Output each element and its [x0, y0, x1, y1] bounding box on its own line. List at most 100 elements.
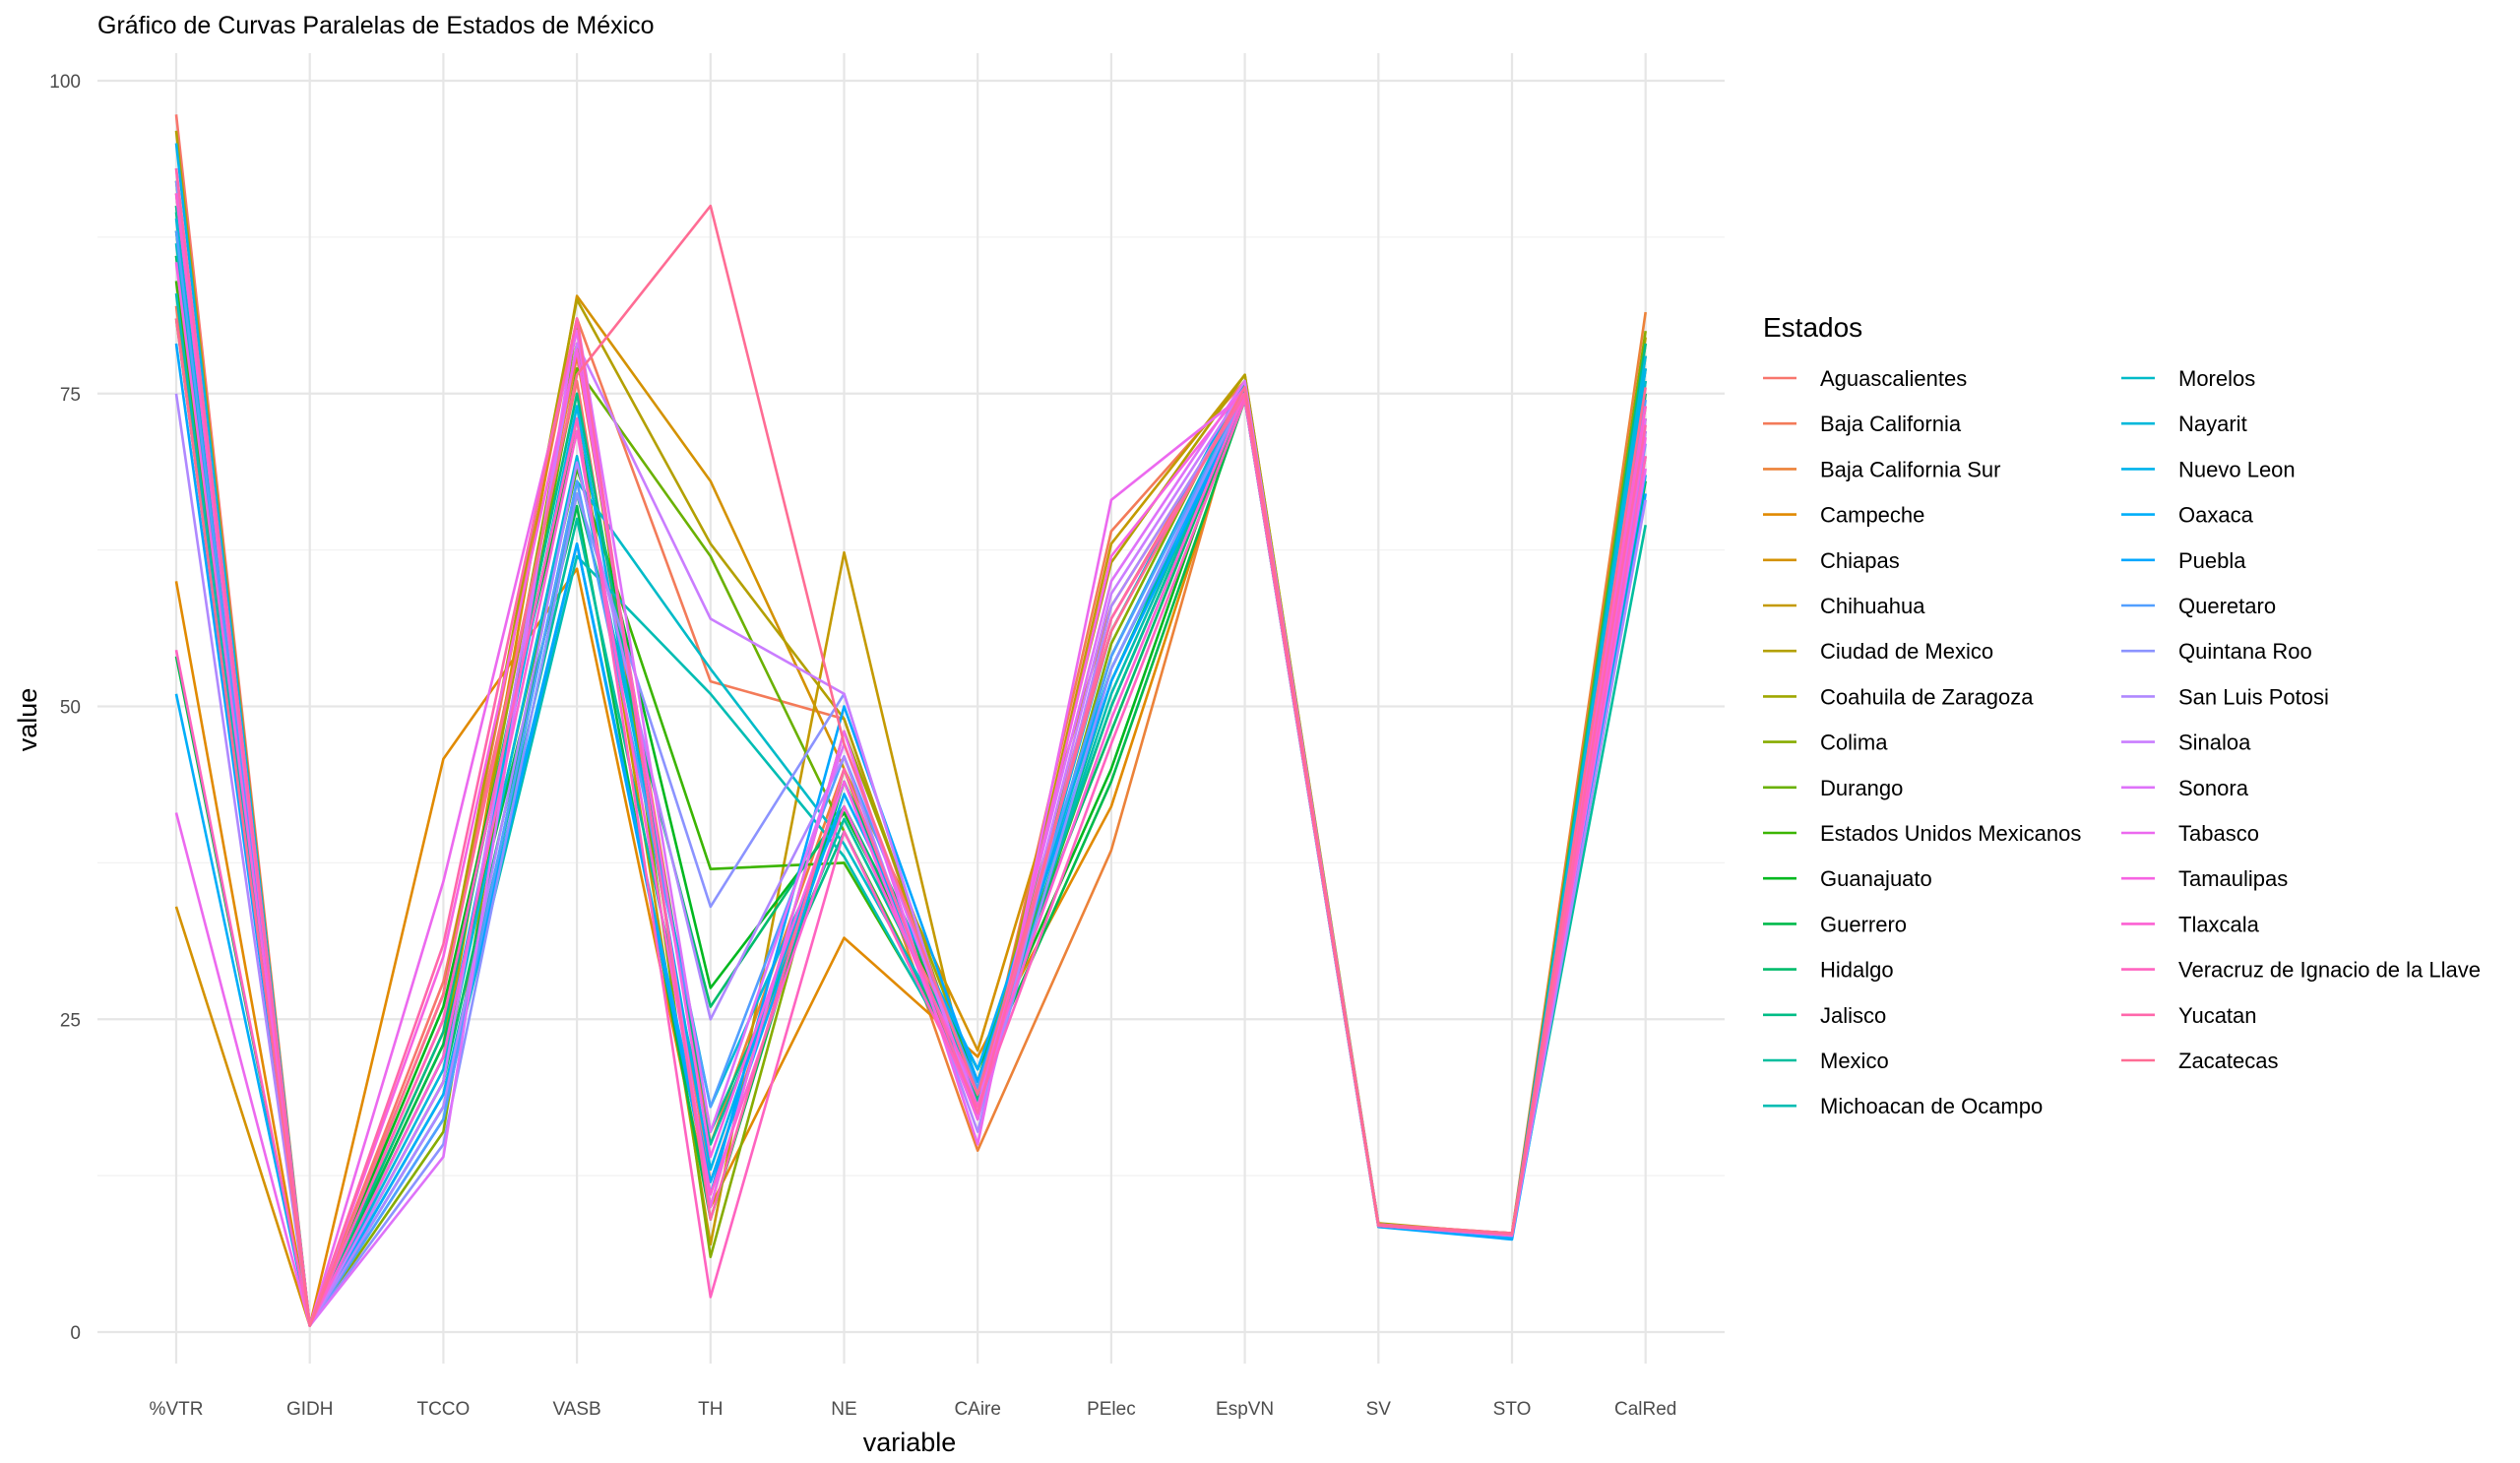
- legend-label: Queretaro: [2178, 594, 2276, 618]
- legend-label: Sinaloa: [2178, 731, 2251, 755]
- y-tick-label: 25: [60, 1010, 81, 1031]
- x-axis-title: variable: [863, 1428, 957, 1457]
- series-line: [174, 204, 1647, 1327]
- legend-item: Estados Unidos Mexicanos: [1763, 821, 2081, 846]
- legend-label: Baja California: [1820, 412, 1962, 436]
- legend-item: Colima: [1763, 731, 1888, 755]
- series-line: [174, 193, 1647, 1327]
- legend-item: Zacatecas: [2121, 1049, 2279, 1073]
- legend-label: Veracruz de Ignacio de la Llave: [2178, 958, 2481, 983]
- legend-item: Guanajuato: [1763, 866, 1932, 891]
- legend-label: Tlaxcala: [2178, 912, 2260, 936]
- legend-label: Zacatecas: [2178, 1049, 2279, 1073]
- grid: [97, 53, 1725, 1364]
- legend-label: Campeche: [1820, 503, 1924, 528]
- x-axis-ticks: %VTR GIDH TCCO VASB TH NE CAire PElec EspVN SV STO…: [150, 1399, 1677, 1420]
- legend-item: Coahuila de Zaragoza: [1763, 684, 2034, 709]
- legend-item: Baja California Sur: [1763, 457, 2000, 481]
- legend-item: Mexico: [1763, 1049, 1889, 1073]
- legend-label: Morelos: [2178, 366, 2255, 391]
- x-tick-label: PElec: [1087, 1399, 1136, 1420]
- legend-item: Michoacan de Ocampo: [1763, 1094, 2043, 1118]
- x-tick-label: EspVN: [1216, 1399, 1274, 1420]
- legend-label: San Luis Potosi: [2178, 684, 2329, 709]
- y-tick-label: 0: [70, 1323, 81, 1344]
- legend-item: San Luis Potosi: [2121, 684, 2329, 709]
- x-tick-label: CalRed: [1614, 1399, 1676, 1420]
- legend-label: Chihuahua: [1820, 594, 1925, 618]
- legend-item: Aguascalientes: [1763, 366, 1967, 391]
- legend-title: Estados: [1763, 312, 1862, 343]
- legend-item: Durango: [1763, 776, 1903, 800]
- legend-label: Yucatan: [2178, 1003, 2257, 1028]
- legend-item: Chiapas: [1763, 548, 1900, 573]
- x-tick-label: STO: [1493, 1399, 1532, 1420]
- series-line: [174, 130, 1647, 1327]
- legend-item: Tamaulipas: [2121, 866, 2288, 891]
- legend-label: Chiapas: [1820, 548, 1900, 573]
- legend-label: Tabasco: [2178, 821, 2259, 846]
- legend-label: Ciudad de Mexico: [1820, 639, 1993, 664]
- series-line: [174, 294, 1647, 1327]
- legend-label: Aguascalientes: [1820, 366, 1967, 391]
- legend-label: Durango: [1820, 776, 1903, 800]
- legend-item: Chihuahua: [1763, 594, 1925, 618]
- x-tick-label: %VTR: [150, 1399, 204, 1420]
- series-line: [174, 180, 1647, 1327]
- chart-title: Gráfico de Curvas Paralelas de Estados d…: [97, 12, 655, 39]
- legend-label: Estados Unidos Mexicanos: [1820, 821, 2081, 846]
- legend-item: Nuevo Leon: [2121, 457, 2296, 481]
- y-tick-label: 100: [49, 72, 81, 93]
- legend-item: Tlaxcala: [2121, 912, 2260, 936]
- y-axis-title: value: [13, 688, 42, 752]
- legend-label: Michoacan de Ocampo: [1820, 1094, 2043, 1118]
- legend-item: Puebla: [2121, 548, 2246, 573]
- legend-item: Hidalgo: [1763, 958, 1894, 983]
- series-line: [174, 218, 1647, 1327]
- legend-item: Campeche: [1763, 503, 1924, 528]
- series-line: [174, 193, 1647, 1327]
- y-tick-label: 75: [60, 385, 81, 406]
- series-line: [174, 243, 1647, 1327]
- legend-label: Guerrero: [1820, 912, 1907, 936]
- legend-item: Ciudad de Mexico: [1763, 639, 1993, 664]
- legend-item: Morelos: [2121, 366, 2255, 391]
- legend-item: Tabasco: [2121, 821, 2259, 846]
- legend-item: Baja California: [1763, 412, 1962, 436]
- legend-label: Coahuila de Zaragoza: [1820, 684, 2034, 709]
- legend: Estados Aguascalientes Baja California Baj…: [1763, 312, 2481, 1118]
- legend-item: Quintana Roo: [2121, 639, 2312, 664]
- legend-label: Puebla: [2178, 548, 2246, 573]
- x-tick-label: CAire: [954, 1399, 1001, 1420]
- y-axis-ticks: 0 25 50 75 100: [49, 72, 81, 1344]
- legend-item: Sonora: [2121, 776, 2249, 800]
- legend-item: Nayarit: [2121, 412, 2247, 436]
- series-line: [174, 193, 1647, 1327]
- legend-label: Guanajuato: [1820, 866, 1932, 891]
- x-tick-label: VASB: [552, 1399, 600, 1420]
- legend-label: Mexico: [1820, 1049, 1889, 1073]
- legend-label: Jalisco: [1820, 1003, 1886, 1028]
- legend-label: Hidalgo: [1820, 958, 1894, 983]
- x-tick-label: SV: [1366, 1399, 1392, 1420]
- legend-item: Jalisco: [1763, 1003, 1886, 1028]
- legend-label: Sonora: [2178, 776, 2249, 800]
- series-line: [174, 292, 1647, 1327]
- legend-item: Sinaloa: [2121, 731, 2251, 755]
- legend-item: Veracruz de Ignacio de la Llave: [2121, 958, 2481, 983]
- x-tick-label: TH: [698, 1399, 723, 1420]
- legend-item: Queretaro: [2121, 594, 2276, 618]
- legend-label: Quintana Roo: [2178, 639, 2312, 664]
- x-tick-label: TCCO: [416, 1399, 470, 1420]
- series-lines: [174, 114, 1647, 1327]
- y-tick-label: 50: [60, 698, 81, 719]
- legend-item: Yucatan: [2121, 1003, 2257, 1028]
- legend-item: Oaxaca: [2121, 503, 2254, 528]
- series-line: [174, 180, 1647, 1327]
- legend-label: Nayarit: [2178, 412, 2247, 436]
- legend-label: Baja California Sur: [1820, 457, 2000, 481]
- legend-label: Nuevo Leon: [2178, 457, 2296, 481]
- x-tick-label: NE: [831, 1399, 856, 1420]
- legend-label: Oaxaca: [2178, 503, 2254, 528]
